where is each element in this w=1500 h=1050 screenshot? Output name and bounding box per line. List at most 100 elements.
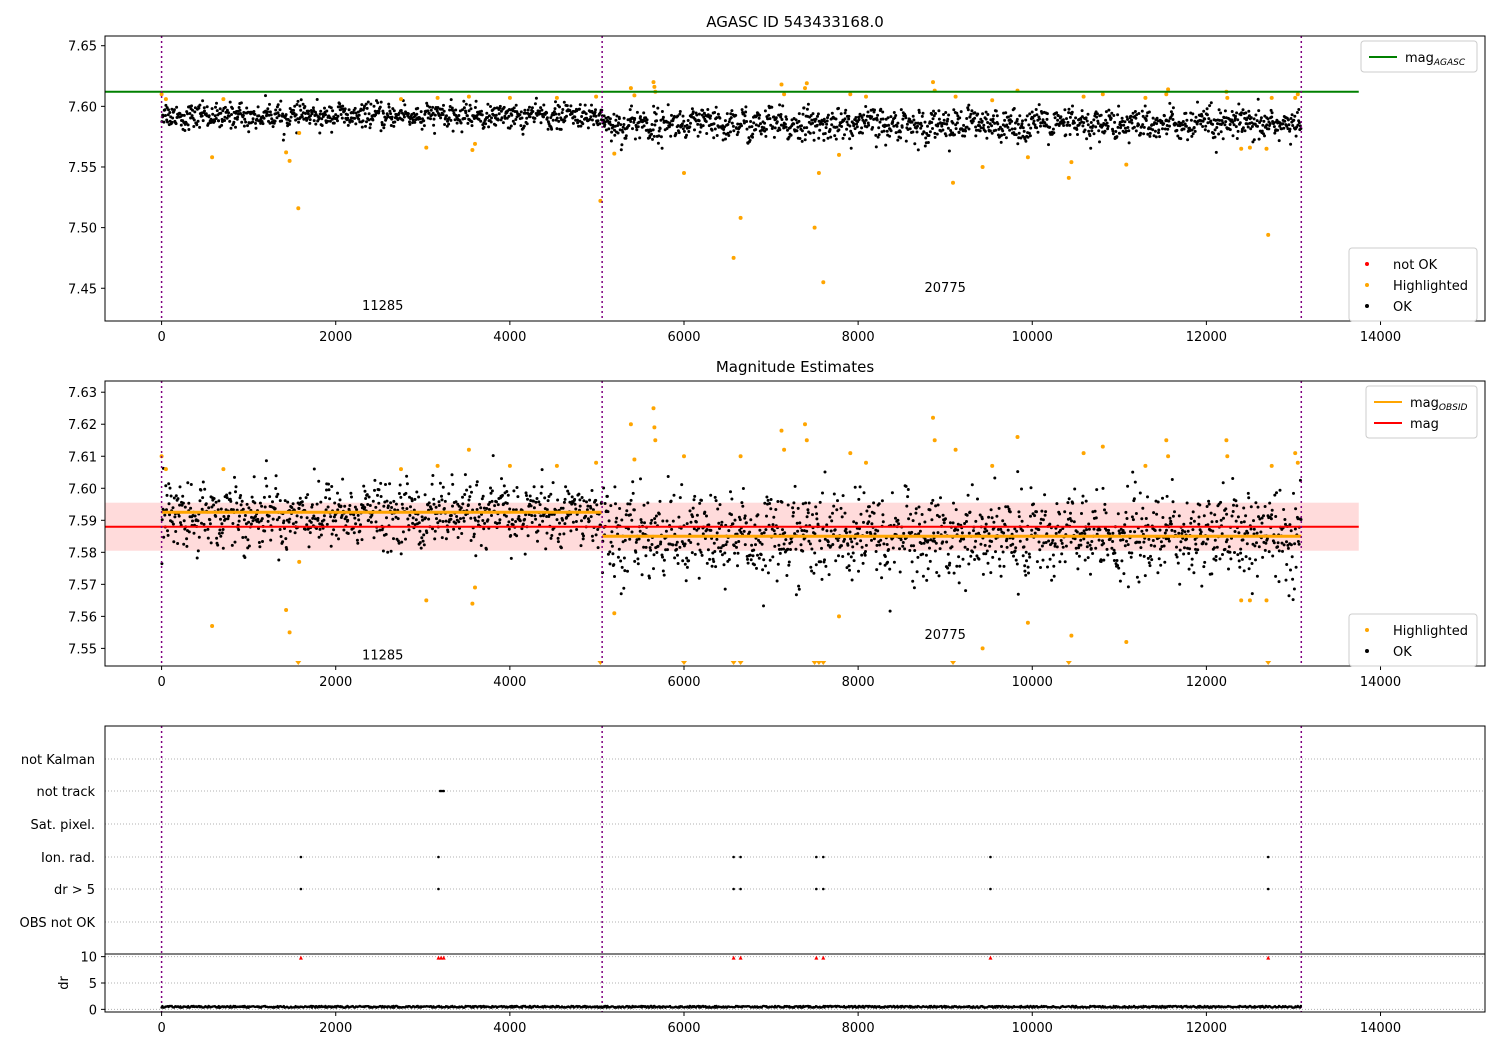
panel1-ok-point [372,104,376,108]
panel2-ok-point [1252,532,1256,536]
panel2-ok-point [180,503,184,507]
panel2-ok-point [381,549,385,553]
panel1-ok-point [609,139,613,143]
panel1-ok-point [200,114,204,118]
panel2-ok-point [290,506,294,509]
panel1-ok-point [830,123,834,127]
panel2-ok-point [1207,499,1211,503]
panel2-ok-point [231,508,235,512]
panel1-ok-point [764,134,768,138]
panel1-ok-point [379,129,383,133]
panel2-ok-point [315,502,319,506]
panel1-ok-point [318,131,322,135]
panel1-ok-point [742,121,746,125]
panel1-ok-point [251,117,255,121]
panel2-ok-point [563,522,567,526]
panel2-ok-point [703,510,707,514]
panel1-ok-point [246,124,249,128]
panel1-ok-point [962,123,966,127]
panel2-ok-point [699,550,703,554]
panel1-ok-point [445,114,448,118]
panel1-ok-point [677,131,681,135]
panel1-ok-point [706,108,710,111]
panel2-ok-point [807,501,811,505]
panel1-ok-point [1171,106,1175,110]
panel1-ok-point [511,119,515,123]
panel2-ok-point [507,520,511,524]
panel2-ok-point [652,553,656,557]
panel2-ok-point [814,505,818,509]
panel2-ok-point [1020,519,1024,523]
panel1-ok-point [1061,118,1065,122]
panel2-ok-point [772,529,776,533]
panel1-ok-point [887,123,891,127]
panel2-ok-point [1189,517,1193,520]
panel2-ok-point [926,567,930,571]
panel2-ok-point [983,527,987,530]
panel1-ok-point [629,120,633,123]
panel1-ok-point [732,129,736,133]
panel2-ok-point [939,496,942,500]
panel2-ok-point [974,539,978,543]
panel2-ok-point [1254,558,1257,562]
panel2-ok-point [987,515,991,519]
panel1-ok-point [178,112,182,116]
panel1-ok-point [166,120,169,124]
panel2-ok-point [1219,518,1223,522]
panel2-ok-point [1028,555,1032,559]
panel2-ok-point [219,507,223,511]
panel2-ok-point [460,532,464,535]
panel1-ok-point [431,105,435,109]
panel3-flag-label: not track [36,785,95,800]
panel1-ok-point [276,111,280,115]
panel2-ok-point [278,499,282,503]
panel2-ok-point [299,515,303,519]
panel2-ok-point [481,494,485,498]
panel2-ok-point [1244,514,1248,518]
panel1-ok-point [1123,120,1127,124]
panel2-ok-point [505,490,509,493]
panel2-ok-point [1007,507,1011,511]
panel2-ok-point [166,533,170,537]
panel2-ok-point [768,502,772,505]
panel2-plot-area [105,406,1359,665]
panel1-ok-point [1092,118,1096,122]
panel2-ok-point [906,495,910,499]
panel2-legend-top-label: mag [1410,417,1439,432]
panel2-ok-point [789,548,792,551]
panel2-ok-point [829,529,833,533]
panel1-ok-point [596,119,600,123]
panel1-ok-point [261,122,265,126]
panel1-ok-point [1128,120,1131,124]
panel1-ok-point [274,108,278,112]
panel2-ok-point [1239,520,1243,524]
panel2-ok-point [374,505,378,509]
panel2-ok-point [1149,554,1152,558]
panel2-ok-point [714,565,718,569]
panel2-ok-point [700,553,704,557]
panel2-ok-point [1119,538,1123,542]
panel1-ok-point [1024,139,1028,143]
panel2-ok-point [750,543,754,547]
panel1-ok-point [319,109,323,113]
panel1-ok-point [1051,127,1055,131]
panel2-highlighted-point [424,598,429,603]
panel2-ok-point [642,503,646,507]
panel1-ok-point [905,122,909,126]
panel2-ok-point [1294,565,1298,569]
panel1-ok-point [562,100,566,104]
panel2-ok-point [650,543,654,546]
panel1-ok-point [1088,134,1092,138]
panel2-ok-point [372,536,376,540]
panel1-ok-point [1223,123,1227,127]
panel2-ok-point [408,495,411,499]
panel2-ok-point [225,493,229,497]
panel1-ok-point [1033,123,1037,127]
panel3-flag-point [739,887,742,891]
panel1-ok-point [1021,119,1024,123]
panel1-ok-point [768,117,772,121]
panel3-dr-plot-area [160,955,1303,1009]
panel2-ok-point [283,527,286,530]
panel2-ok-point [676,562,680,565]
panel1-ok-point [1094,125,1098,129]
